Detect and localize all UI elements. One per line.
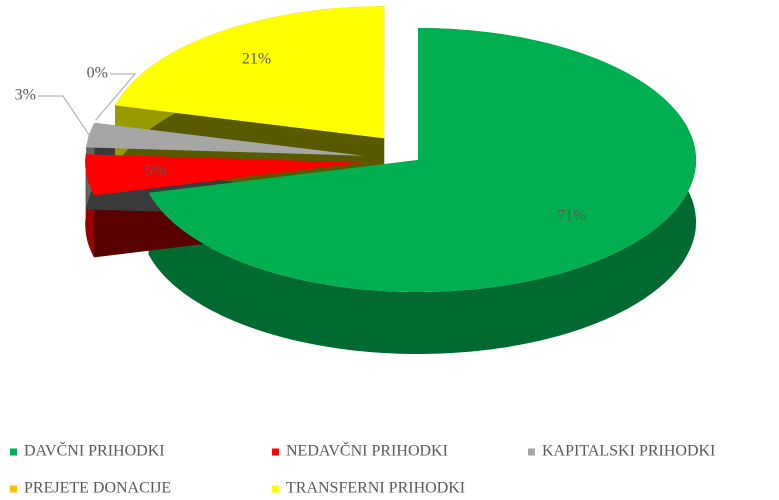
legend-label: DAVČNI PRIHODKI xyxy=(24,441,165,460)
slice xyxy=(148,28,696,292)
legend-marker xyxy=(10,448,17,456)
legend-label: PREJETE DONACIJE xyxy=(24,480,171,497)
legend-marker xyxy=(10,485,17,493)
slice xyxy=(85,154,364,196)
data-label: 3% xyxy=(15,87,36,104)
leader-line xyxy=(38,95,90,136)
legend-marker xyxy=(272,448,279,456)
legend-marker xyxy=(528,448,535,456)
legend-label: NEDAVČNI PRIHODKI xyxy=(286,441,448,460)
legend-label: TRANSFERNI PRIHODKI xyxy=(286,480,465,497)
legend-label: KAPITALSKI PRIHODKI xyxy=(542,443,715,460)
data-label: 0% xyxy=(87,65,108,82)
slice xyxy=(115,6,385,139)
leader-line xyxy=(95,73,137,121)
legend-marker xyxy=(272,485,279,493)
data-label: 21% xyxy=(242,51,271,68)
data-label: 71% xyxy=(557,207,586,224)
data-label: 5% xyxy=(145,163,166,180)
slice xyxy=(86,122,364,156)
